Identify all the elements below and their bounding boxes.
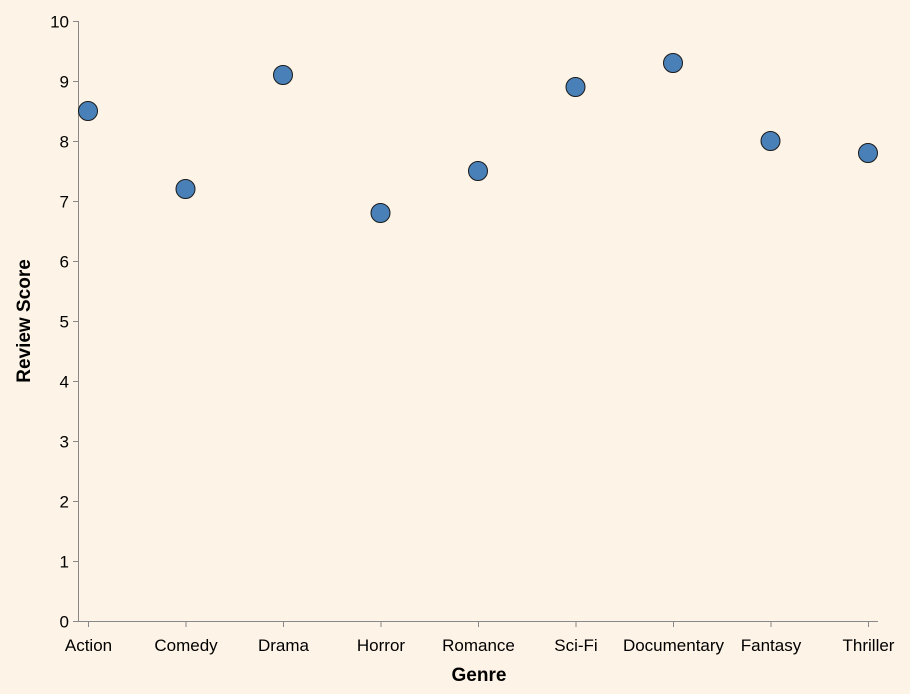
- x-tick-label: Sci-Fi: [554, 636, 597, 655]
- x-tick-label: Drama: [258, 636, 310, 655]
- y-tick-label: 4: [60, 373, 69, 392]
- y-tick-label: 10: [50, 13, 69, 32]
- data-point: [663, 53, 683, 73]
- x-axis-title: Genre: [452, 665, 507, 686]
- y-tick-label: 1: [60, 553, 69, 572]
- data-points: [78, 53, 878, 223]
- data-point: [858, 143, 878, 163]
- data-point: [273, 65, 293, 85]
- data-point: [565, 77, 586, 97]
- x-tick-label: Documentary: [623, 636, 725, 655]
- y-tick-label: 5: [60, 313, 69, 332]
- x-tick-label: Thriller: [843, 636, 895, 655]
- data-point: [760, 131, 781, 151]
- y-axis-title: Review Score: [14, 259, 35, 383]
- x-tick-label: Romance: [442, 636, 515, 655]
- y-axis: 0 1 2 3 4 5 6 7 8 9 10: [50, 13, 79, 632]
- x-tick-label: Horror: [357, 636, 406, 655]
- data-point: [468, 161, 488, 181]
- y-tick-label: 2: [60, 493, 69, 512]
- data-point: [370, 203, 391, 223]
- x-tick-label: Comedy: [154, 636, 218, 655]
- data-point: [78, 101, 98, 121]
- y-tick-label: 0: [60, 613, 69, 632]
- x-tick-label: Action: [65, 636, 112, 655]
- y-tick-label: 8: [60, 133, 69, 152]
- x-tick-label: Fantasy: [741, 636, 802, 655]
- y-tick-label: 7: [60, 193, 69, 212]
- y-tick-label: 6: [60, 253, 69, 272]
- x-axis: Action Comedy Drama Horror Romance Sci-Fi Docu…: [65, 621, 895, 655]
- data-point: [175, 179, 196, 199]
- y-tick-label: 9: [60, 73, 69, 92]
- y-tick-label: 3: [60, 433, 69, 452]
